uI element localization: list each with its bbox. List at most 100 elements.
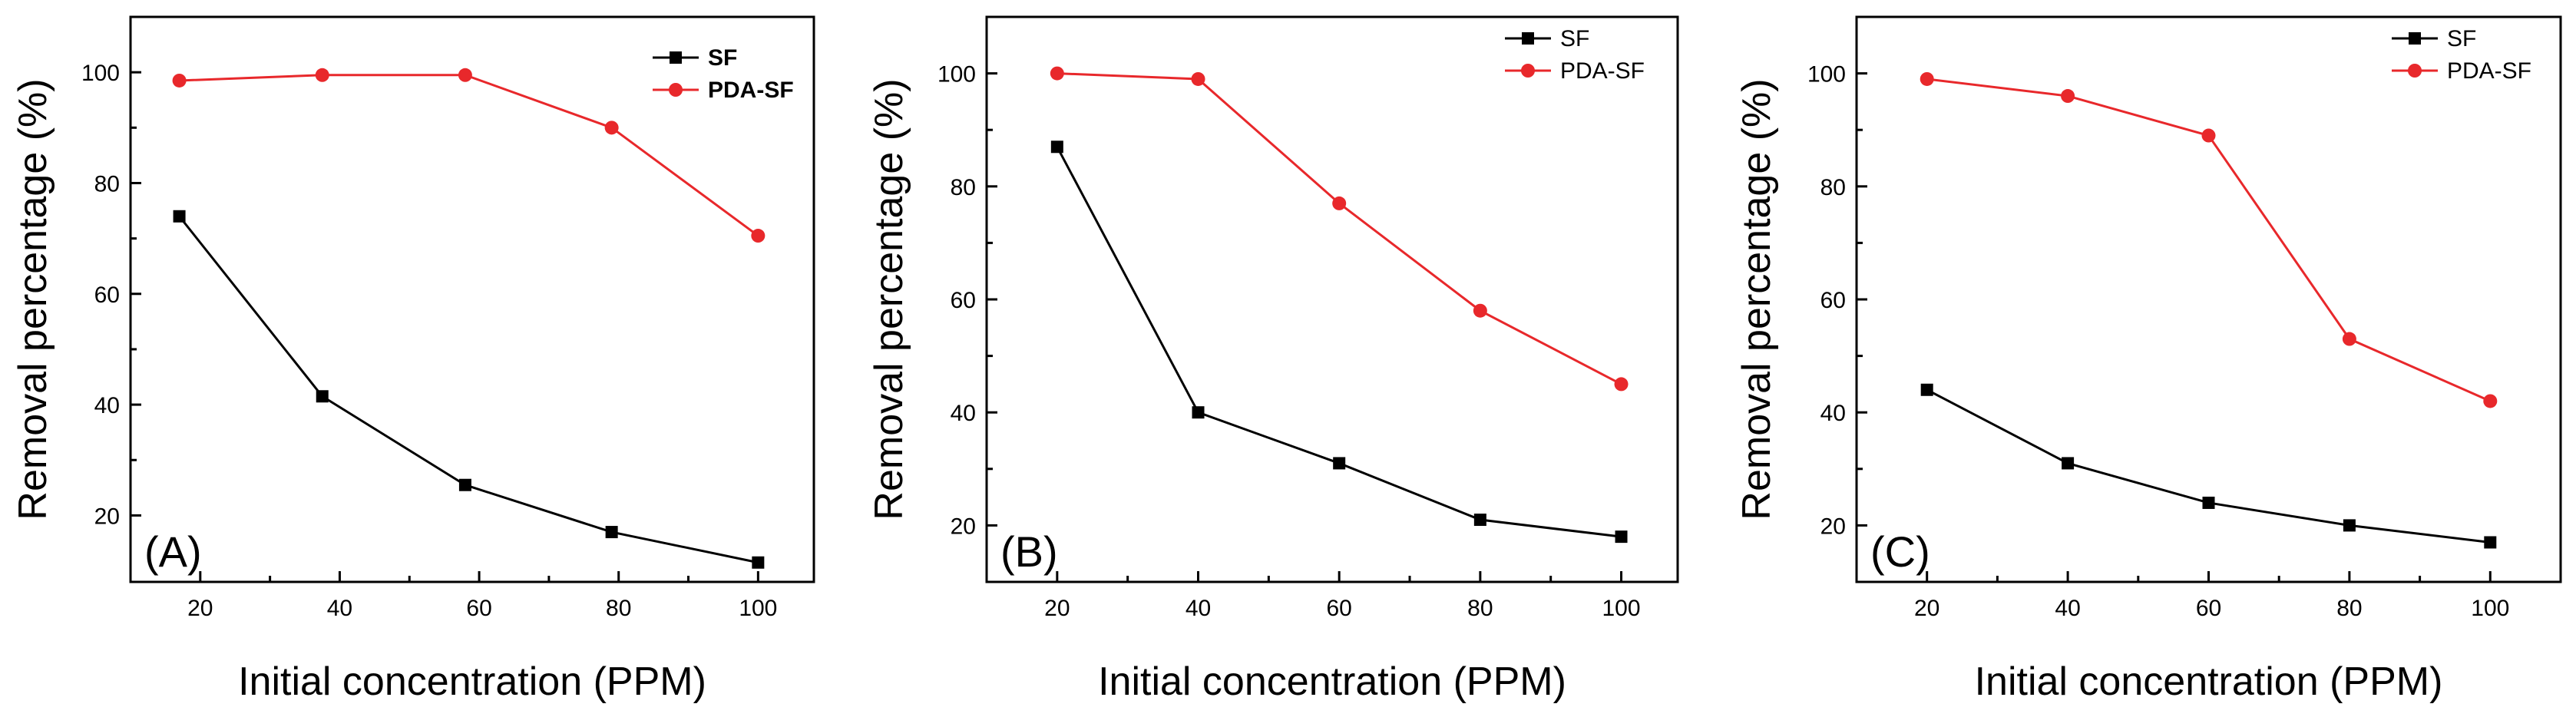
data-point <box>458 68 472 82</box>
data-point <box>1050 66 1064 81</box>
data-point <box>752 556 765 569</box>
data-point <box>1332 196 1347 210</box>
x-tick-label: 20 <box>1044 596 1070 621</box>
legend-entry-sf: SF <box>653 45 737 71</box>
legend-label: SF <box>1560 26 1589 51</box>
y-tick-label: 20 <box>94 504 120 529</box>
legend-entry-pda-sf: PDA-SF <box>653 78 794 103</box>
data-point <box>2061 89 2075 104</box>
y-tick-label: 80 <box>94 171 120 197</box>
legend-entry-pda-sf: PDA-SF <box>1505 58 1645 84</box>
x-tick-label: 40 <box>2055 596 2080 621</box>
data-point <box>1920 71 1934 86</box>
data-point <box>1473 303 1487 318</box>
x-tick-label: 100 <box>739 596 777 621</box>
series-pda-sf <box>1050 66 1629 392</box>
y-tick-label: 60 <box>951 288 976 313</box>
y-tick-label: 20 <box>1820 514 1846 539</box>
y-tick-label: 40 <box>951 401 976 426</box>
series-sf <box>1050 140 1628 544</box>
data-point <box>1050 140 1063 154</box>
panel-label: (A) <box>144 527 202 576</box>
x-tick-label: 60 <box>1326 596 1351 621</box>
data-point <box>605 526 618 539</box>
legend-marker <box>2408 64 2422 78</box>
x-tick-label: 20 <box>1914 596 1939 621</box>
y-axis-title: Removal percentage (%) <box>867 78 911 520</box>
x-tick-label: 40 <box>1185 596 1211 621</box>
panel-label: (B) <box>1000 527 1058 576</box>
y-tick-label: 40 <box>1820 401 1846 426</box>
legend-label: PDA-SF <box>2447 58 2531 84</box>
data-point <box>173 210 186 223</box>
data-point <box>172 73 187 88</box>
legend-entry-sf: SF <box>2392 26 2476 51</box>
chart-panel-1: 20 40 60 80 100 20 40 60 80 100 Initial concentrat… <box>11 15 815 704</box>
legend-label: SF <box>2447 26 2476 51</box>
chart-panel-3: 20 40 60 80 100 20 40 60 80 100 Initial concentrat… <box>1734 15 2562 704</box>
legend-entry-pda-sf: PDA-SF <box>2392 58 2531 84</box>
x-tick-label: 20 <box>187 596 213 621</box>
x-axis-title: Initial concentration (PPM) <box>238 659 706 704</box>
series-line <box>179 74 759 237</box>
data-point <box>1615 530 1628 544</box>
legend-label: PDA-SF <box>1560 58 1645 84</box>
x-tick-label: 100 <box>1602 596 1640 621</box>
legend-marker <box>1521 64 1535 78</box>
data-point <box>2484 536 2497 549</box>
x-tick-label: 80 <box>2336 596 2362 621</box>
x-tick-label: 40 <box>327 596 352 621</box>
y-axis-title: Removal percentage (%) <box>11 78 55 520</box>
data-point <box>2343 519 2356 532</box>
y-tick-label: 80 <box>951 175 976 200</box>
x-axis-title: Initial concentration (PPM) <box>1975 659 2443 704</box>
y-tick-label: 40 <box>94 393 120 418</box>
data-point <box>751 229 766 243</box>
series-sf <box>1920 383 2497 549</box>
plot-frame <box>129 15 815 583</box>
x-tick-label: 60 <box>466 596 491 621</box>
y-tick-label: 100 <box>1807 62 1846 88</box>
data-point <box>2062 457 2075 470</box>
data-point <box>1614 377 1629 392</box>
plot-frame <box>985 15 1679 583</box>
legend-marker <box>1522 32 1534 45</box>
x-tick-label: 80 <box>606 596 631 621</box>
y-tick-label: 60 <box>1820 288 1846 313</box>
series-sf <box>173 210 765 569</box>
data-point <box>1473 514 1486 527</box>
data-point <box>1192 406 1205 419</box>
y-tick-label: 100 <box>937 62 976 88</box>
y-tick-label: 80 <box>1820 175 1846 200</box>
legend-marker <box>2409 32 2421 45</box>
data-point <box>2201 128 2216 143</box>
data-point <box>458 478 471 491</box>
data-point <box>2342 332 2356 346</box>
series-line <box>1057 72 1622 385</box>
data-point <box>315 68 329 82</box>
series-pda-sf <box>172 68 766 243</box>
y-axis-title: Removal percentage (%) <box>1734 78 1779 520</box>
data-point <box>2483 394 2498 408</box>
series-line <box>1926 388 2491 544</box>
legend-marker <box>670 51 682 64</box>
x-axis-title: Initial concentration (PPM) <box>1098 659 1566 704</box>
x-tick-label: 60 <box>2196 596 2221 621</box>
data-point <box>1920 383 1933 396</box>
data-point <box>2202 496 2215 509</box>
panel-label: (C) <box>1870 527 1930 576</box>
x-tick-label: 100 <box>2471 596 2509 621</box>
chart-panel-2: 20 40 60 80 100 20 40 60 80 100 Initial concentrat… <box>867 15 1679 704</box>
series-pda-sf <box>1920 71 2498 408</box>
legend-label: PDA-SF <box>708 78 794 103</box>
series-line <box>178 215 759 564</box>
legend-label: SF <box>708 45 737 71</box>
legend-entry-sf: SF <box>1505 26 1589 51</box>
series-line <box>1926 78 2491 402</box>
data-point <box>604 121 619 135</box>
data-point <box>1191 71 1205 86</box>
legend-marker <box>669 83 683 97</box>
y-tick-label: 60 <box>94 283 120 308</box>
data-point <box>316 390 329 403</box>
